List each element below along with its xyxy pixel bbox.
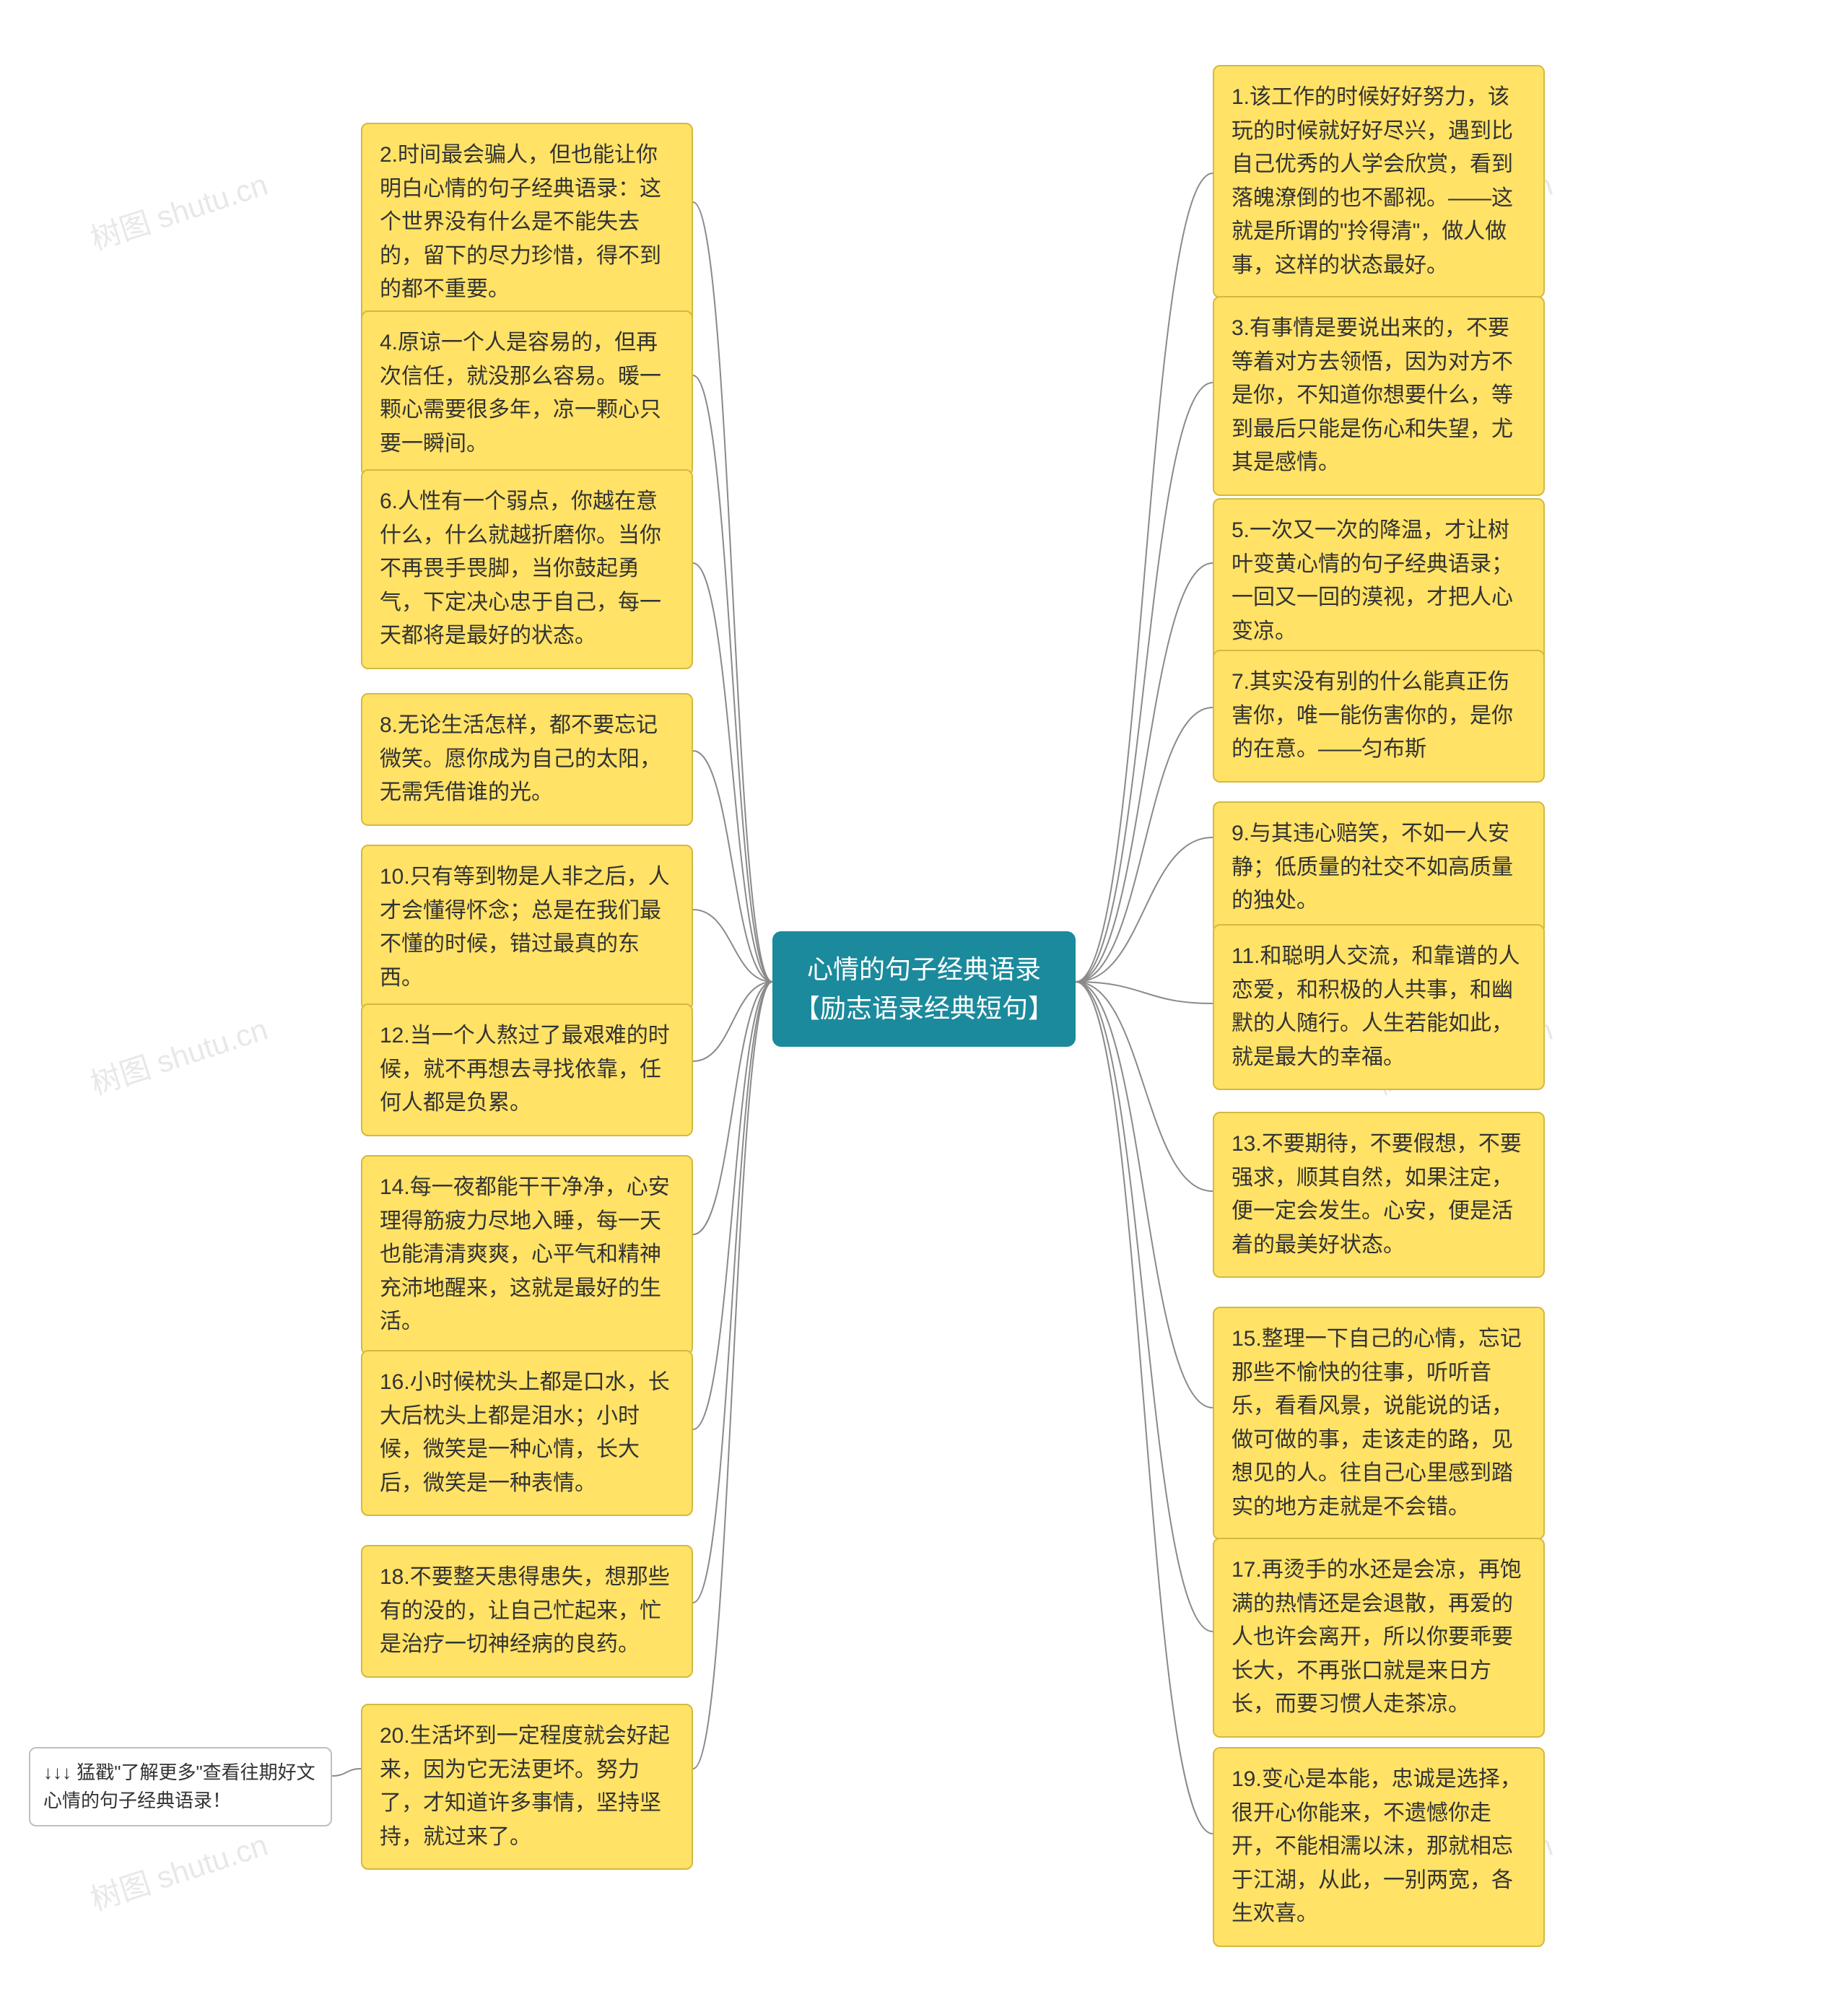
node-5[interactable]: 5.一次又一次的降温，才让树叶变黄心情的句子经典语录；一回又一回的漠视，才把人心… [1213,498,1545,664]
central-node[interactable]: 心情的句子经典语录【励志语录经典短句】 [772,931,1076,1047]
watermark: 树图 shutu.cn [84,1821,273,1920]
mindmap-canvas: 树图 shutu.cn 树图 shutu.cn 树图 shutu.cn 树图 s… [0,0,1848,1999]
node-1[interactable]: 1.该工作的时候好好努力，该玩的时候就好好尽兴，遇到比自己优秀的人学会欣赏，看到… [1213,65,1545,298]
node-11[interactable]: 11.和聪明人交流，和靠谱的人恋爱，和积极的人共事，和幽默的人随行。人生若能如此… [1213,924,1545,1090]
node-10[interactable]: 10.只有等到物是人非之后，人才会懂得怀念；总是在我们最不懂的时候，错过最真的东… [361,845,693,1011]
node-18[interactable]: 18.不要整天患得患失，想那些有的没的，让自己忙起来，忙是治疗一切神经病的良药。 [361,1545,693,1678]
node-8[interactable]: 8.无论生活怎样，都不要忘记微笑。愿你成为自己的太阳，无需凭借谁的光。 [361,693,693,826]
node-9[interactable]: 9.与其违心赔笑，不如一人安静；低质量的社交不如高质量的独处。 [1213,801,1545,934]
node-7[interactable]: 7.其实没有别的什么能真正伤害你，唯一能伤害你的，是你的在意。——匀布斯 [1213,650,1545,783]
node-14[interactable]: 14.每一夜都能干干净净，心安理得筋疲力尽地入睡，每一天也能清清爽爽，心平气和精… [361,1155,693,1355]
watermark: 树图 shutu.cn [84,1005,273,1104]
node-4[interactable]: 4.原谅一个人是容易的，但再次信任，就没那么容易。暖一颗心需要很多年，凉一颗心只… [361,310,693,476]
node-tip[interactable]: ↓↓↓ 猛戳"了解更多"查看往期好文心情的句子经典语录！ [29,1747,332,1826]
node-2[interactable]: 2.时间最会骗人，但也能让你明白心情的句子经典语录：这个世界没有什么是不能失去的… [361,123,693,323]
node-13[interactable]: 13.不要期待，不要假想，不要强求，顺其自然，如果注定，便一定会发生。心安，便是… [1213,1112,1545,1278]
node-3[interactable]: 3.有事情是要说出来的，不要等着对方去领悟，因为对方不是你，不知道你想要什么，等… [1213,296,1545,496]
node-16[interactable]: 16.小时候枕头上都是口水，长大后枕头上都是泪水；小时候，微笑是一种心情，长大后… [361,1350,693,1516]
node-19[interactable]: 19.变心是本能，忠诚是选择，很开心你能来，不遗憾你走开，不能相濡以沫，那就相忘… [1213,1747,1545,1947]
node-15[interactable]: 15.整理一下自己的心情，忘记那些不愉快的往事，听听音乐，看看风景，说能说的话，… [1213,1307,1545,1540]
node-6[interactable]: 6.人性有一个弱点，你越在意什么，什么就越折磨你。当你不再畏手畏脚，当你鼓起勇气… [361,469,693,669]
watermark: 树图 shutu.cn [84,160,273,259]
node-20[interactable]: 20.生活坏到一定程度就会好起来，因为它无法更坏。努力了，才知道许多事情，坚持坚… [361,1704,693,1870]
node-12[interactable]: 12.当一个人熬过了最艰难的时候，就不再想去寻找依靠，任何人都是负累。 [361,1003,693,1136]
node-17[interactable]: 17.再烫手的水还是会凉，再饱满的热情还是会退散，再爱的人也许会离开，所以你要乖… [1213,1538,1545,1738]
